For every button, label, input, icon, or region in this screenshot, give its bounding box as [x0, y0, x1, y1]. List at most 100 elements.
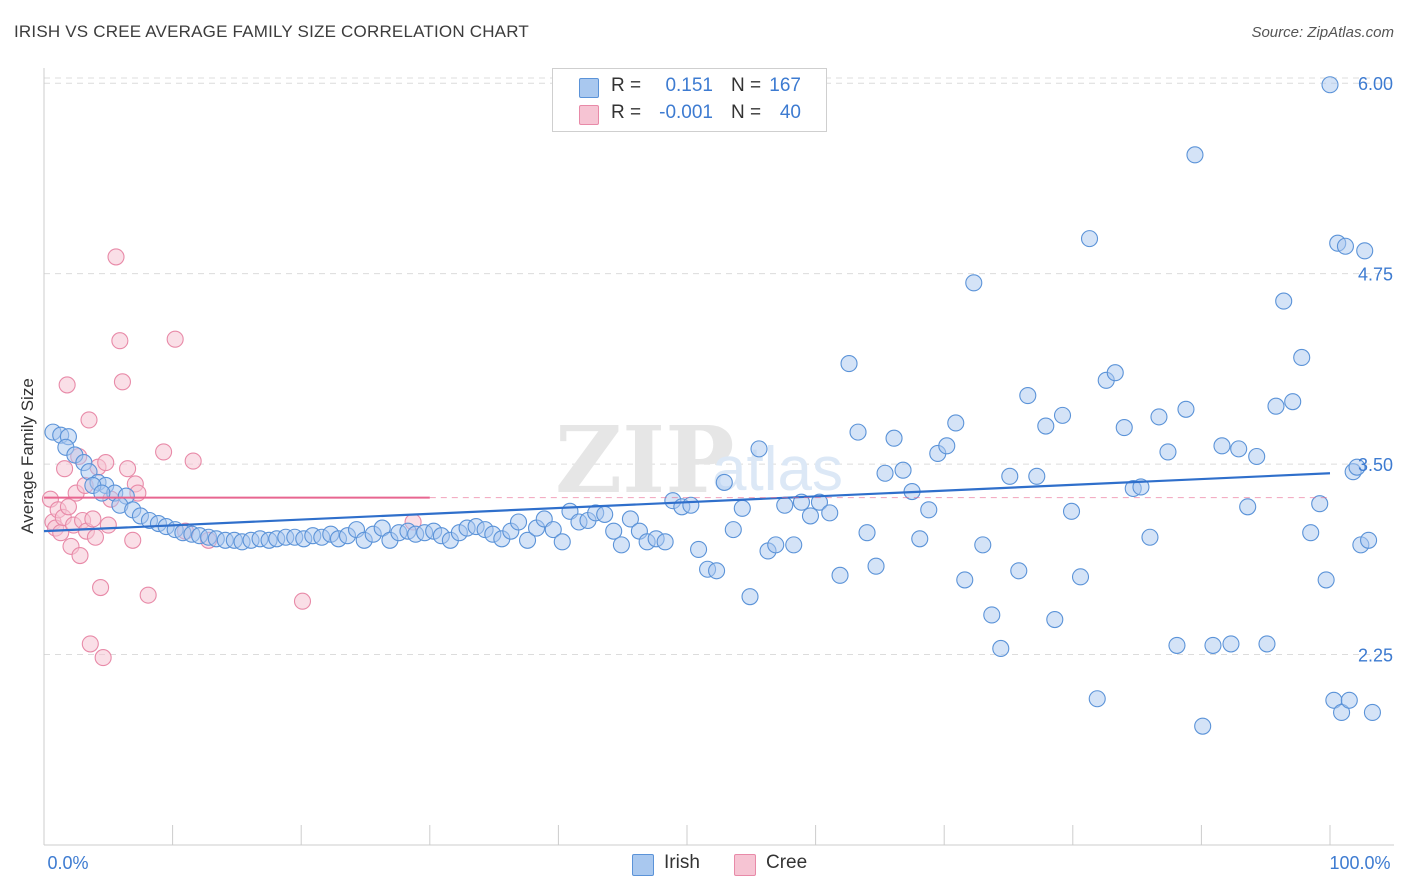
irish-point: [708, 562, 726, 580]
irish-point: [965, 274, 983, 292]
irish-point: [1053, 406, 1072, 424]
irish-point: [373, 519, 391, 537]
y-axis-label: Average Family Size: [18, 378, 37, 534]
stats-legend: R = 0.151 N = 167 R = -0.001 N = 40: [552, 68, 827, 132]
irish-point: [93, 484, 111, 502]
cree-point: [184, 452, 202, 470]
irish-point: [612, 536, 630, 554]
cree-point: [56, 460, 74, 478]
irish-point: [1340, 691, 1358, 709]
irish-trend-line: [43, 472, 1331, 533]
legend-n-value: 167: [769, 75, 801, 96]
irish-point: [1222, 635, 1240, 653]
watermark-text: ZIP: [555, 406, 734, 514]
cree-point: [86, 528, 104, 546]
irish-point: [1088, 690, 1106, 708]
irish-point: [974, 536, 992, 554]
chart-title: IRISH VS CREE AVERAGE FAMILY SIZE CORREL…: [14, 22, 529, 41]
axes: [43, 68, 1394, 846]
irish-point: [596, 505, 614, 523]
cree-point: [293, 592, 312, 610]
irish-point: [750, 440, 768, 458]
series-legend: Irish Cree: [0, 852, 1406, 878]
cree-point: [84, 510, 102, 528]
irish-point: [849, 423, 867, 441]
cree-point: [139, 586, 157, 604]
irish-point: [682, 496, 700, 514]
legend-swatch-irish: [632, 854, 654, 876]
legend-n-label: N =: [731, 75, 762, 96]
irish-point: [1001, 467, 1019, 485]
legend-n-label: N =: [731, 102, 762, 123]
cree-point: [124, 531, 142, 549]
irish-point: [1230, 440, 1248, 458]
legend-swatch-cree: [579, 105, 599, 125]
irish-point: [605, 522, 623, 540]
irish-point: [1080, 230, 1099, 248]
irish-point: [767, 536, 785, 554]
irish-point: [741, 588, 759, 606]
x-tick-label: 100.0%: [1329, 853, 1390, 873]
irish-point: [1046, 610, 1064, 629]
irish-point: [911, 530, 929, 548]
x-tick-label: 0.0%: [47, 853, 88, 873]
irish-point: [1010, 562, 1028, 580]
irish-point: [1186, 146, 1204, 164]
irish-point: [1115, 419, 1133, 437]
irish-point: [810, 493, 829, 511]
irish-point: [840, 355, 858, 373]
irish-point: [1204, 636, 1222, 654]
irish-point: [1071, 568, 1090, 586]
irish-point: [1141, 528, 1159, 546]
irish-point: [831, 566, 849, 584]
cree-point: [58, 376, 76, 394]
irish-point: [1356, 242, 1374, 260]
irish-point: [821, 504, 839, 522]
irish-point: [1037, 417, 1055, 435]
irish-point: [1106, 364, 1124, 382]
legend-n-value: 40: [779, 102, 801, 123]
irish-point: [776, 496, 794, 514]
irish-point: [1363, 703, 1381, 722]
cree-point: [81, 635, 99, 653]
irish-point: [858, 524, 876, 542]
irish-point: [1062, 502, 1081, 520]
irish-point: [1194, 717, 1212, 735]
irish-point: [1360, 531, 1378, 549]
cree-point: [80, 411, 98, 429]
cree-point: [166, 330, 184, 348]
legend-r-value: -0.001: [659, 102, 713, 123]
irish-point: [885, 429, 903, 447]
cree-point: [119, 460, 137, 478]
trend-lines: [43, 472, 1331, 533]
irish-point: [1168, 636, 1186, 654]
legend-swatch-irish: [579, 78, 599, 98]
y-tick-label: 6.00: [1358, 74, 1393, 94]
irish-point: [867, 557, 885, 575]
irish-point: [983, 606, 1001, 624]
irish-point: [1293, 348, 1311, 367]
irish-point: [656, 533, 674, 551]
irish-point: [785, 536, 803, 554]
irish-point: [920, 501, 938, 519]
y-tick-label: 2.25: [1358, 646, 1393, 666]
irish-point: [1336, 237, 1354, 255]
irish-point: [1019, 387, 1037, 405]
irish-point: [553, 533, 571, 551]
irish-point: [509, 513, 528, 531]
irish-point: [1321, 76, 1339, 94]
cree-point: [94, 649, 112, 667]
legend-swatch-cree: [734, 854, 756, 876]
irish-point: [947, 414, 965, 432]
tick-labels: 2.25 3.50 4.75 6.00 0.0% 100.0% Average Family…: [18, 74, 1393, 873]
cree-point: [71, 546, 89, 565]
irish-point: [894, 461, 912, 479]
irish-point: [690, 540, 708, 558]
irish-point: [518, 531, 537, 549]
legend-r-label: R =: [611, 102, 642, 123]
irish-point: [876, 464, 894, 482]
irish-point: [1333, 703, 1351, 722]
cree-point: [107, 248, 125, 266]
irish-point: [715, 473, 733, 491]
